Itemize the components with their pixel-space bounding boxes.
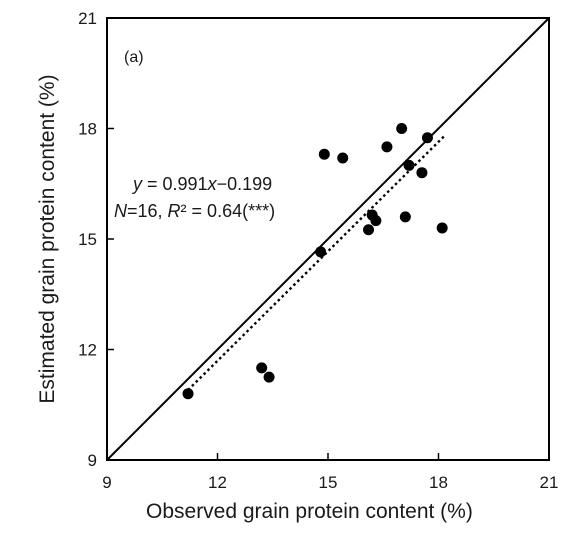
y-tick-label: 18 <box>78 120 97 139</box>
data-point <box>363 224 375 236</box>
data-point <box>315 246 327 258</box>
equation-coefficient: = 0.991 <box>142 174 208 194</box>
data-point <box>263 371 275 383</box>
y-tick-label: 21 <box>78 9 97 28</box>
stats-n: N <box>114 201 128 221</box>
data-point <box>396 123 408 134</box>
stats-r: R <box>168 201 181 221</box>
identity-line <box>106 17 550 461</box>
x-tick-label: 21 <box>540 473 559 492</box>
data-point <box>337 152 349 164</box>
stats-r-value: ² = 0.64(***) <box>181 201 276 221</box>
x-tick-label: 18 <box>429 473 448 492</box>
x-tick-label: 15 <box>319 473 338 492</box>
panel-label: (a) <box>124 49 144 66</box>
data-point <box>436 222 448 234</box>
data-point <box>403 159 415 171</box>
data-point <box>256 362 268 374</box>
stats-n-value: =16, <box>127 201 168 221</box>
regression-stats: N=16, R² = 0.64(***) <box>114 201 275 221</box>
equation-y: y <box>131 174 143 194</box>
data-point <box>421 132 433 144</box>
regression-equation: y = 0.991x−0.199 <box>131 174 272 194</box>
data-point <box>318 148 330 160</box>
regression-line <box>187 133 447 391</box>
data-point <box>399 211 411 223</box>
data-point <box>182 388 194 400</box>
data-point <box>370 215 382 227</box>
y-axis-label: Estimated grain protein content (%) <box>36 74 59 403</box>
data-point <box>381 141 393 153</box>
x-axis-label: Observed grain protein content (%) <box>146 500 473 523</box>
y-tick-label: 15 <box>78 230 97 249</box>
x-axis-ticks: 9 12 15 18 21 <box>102 453 558 492</box>
x-tick-label: 9 <box>102 473 111 492</box>
equation-x: x <box>207 174 218 194</box>
x-tick-label: 12 <box>208 473 227 492</box>
y-axis-ticks: 9 12 15 18 21 <box>78 9 114 470</box>
data-points <box>182 123 448 400</box>
data-point <box>416 167 428 179</box>
y-tick-label: 12 <box>78 341 97 360</box>
equation-intercept: −0.199 <box>217 174 273 194</box>
y-tick-label: 9 <box>88 451 97 470</box>
